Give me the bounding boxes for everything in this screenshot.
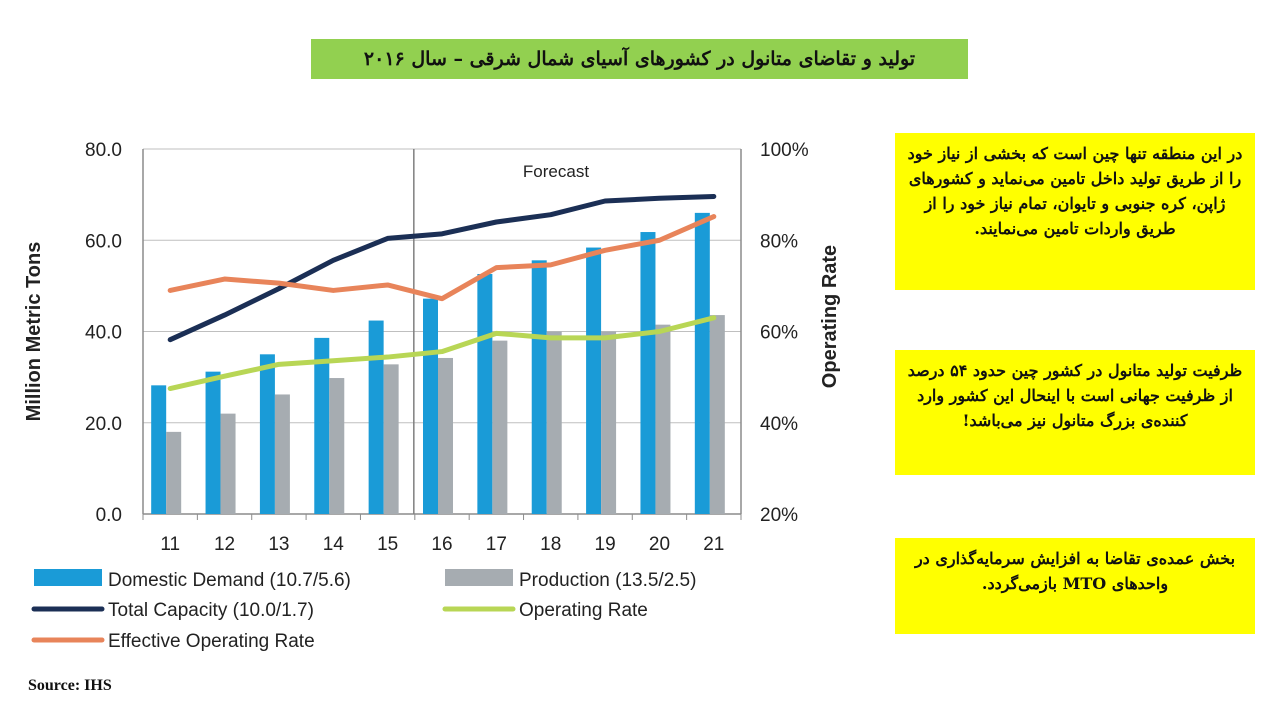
x-tick-label: 13 xyxy=(268,534,289,555)
x-tick-label: 19 xyxy=(595,534,616,555)
total-capacity-line xyxy=(167,193,717,343)
x-tick-label: 11 xyxy=(160,534,180,555)
domestic-demand-bar xyxy=(423,298,438,514)
x-tick-label: 14 xyxy=(323,534,345,555)
methanol-chart: 0.0 20.0 40.0 60.0 80.0 20% 40% 60% 80% 100% Milli… xyxy=(23,140,841,652)
legend-label: Effective Operating Rate xyxy=(108,631,315,652)
y-left-tick-label: 0.0 xyxy=(96,505,122,526)
domestic-demand-bar xyxy=(151,385,167,514)
legend-label: Total Capacity (10.0/1.7) xyxy=(108,600,314,621)
production-bar xyxy=(655,324,671,514)
forecast-label: Forecast xyxy=(523,162,589,181)
y-right-tick-label: 60% xyxy=(760,323,798,344)
y-left-tick-label: 60.0 xyxy=(85,231,122,252)
y-left-tick-label: 20.0 xyxy=(85,414,122,435)
domestic-demand-bar xyxy=(205,371,221,514)
production-bar xyxy=(220,413,236,514)
production-bar xyxy=(438,357,453,514)
page-title: تولید و تقاضای متانول در کشورهای آسیای ش… xyxy=(363,48,916,70)
x-tick-label: 17 xyxy=(486,534,507,555)
x-tick-label: 12 xyxy=(214,534,235,555)
y-left-tick-label: 80.0 xyxy=(85,140,122,161)
production-bar xyxy=(601,331,617,514)
domestic-demand-bar xyxy=(477,274,493,514)
production-bar xyxy=(166,431,182,514)
y-right-tick-label: 20% xyxy=(760,505,798,526)
x-tick-label: 16 xyxy=(431,534,452,555)
note-box-china-capacity: ظرفیت تولید متانول در کشور چین حدود ۵۴ د… xyxy=(895,350,1255,475)
note-box-mto-demand: بخش عمده‌ی تقاضا به افزایش سرمایه‌گذاری … xyxy=(895,538,1255,634)
production-bar xyxy=(383,364,399,514)
production-bar xyxy=(274,394,290,514)
x-tick-label: 20 xyxy=(649,534,670,555)
y-left-tick-label: 40.0 xyxy=(85,323,122,344)
domestic-demand-bar xyxy=(694,212,710,514)
note-text: ظرفیت تولید متانول در کشور چین حدود ۵۴ د… xyxy=(907,361,1243,430)
x-tick-label: 18 xyxy=(540,534,561,555)
domestic-demand-bar xyxy=(640,232,656,514)
effective-operating-rate-line xyxy=(167,214,717,302)
source-label: Source: IHS xyxy=(28,677,112,694)
y-right-axis-title: Operating Rate xyxy=(819,245,841,388)
operating-rate-line xyxy=(167,315,717,392)
y-right-tick-label: 40% xyxy=(760,414,798,435)
y-left-axis-title: Million Metric Tons xyxy=(23,242,45,422)
production-bar xyxy=(492,340,508,514)
legend-label: Production (13.5/2.5) xyxy=(519,570,696,591)
legend-swatch-bar xyxy=(34,569,102,586)
domestic-demand-bar xyxy=(314,337,330,514)
domestic-demand-bar xyxy=(259,354,275,514)
note-box-china-supply: در این منطقه تنها چین است که بخشی از نیا… xyxy=(895,133,1255,290)
y-right-tick-label: 100% xyxy=(760,140,809,161)
production-bar xyxy=(709,315,725,514)
title-banner: تولید و تقاضای متانول در کشورهای آسیای ش… xyxy=(311,39,968,79)
domestic-demand-bar xyxy=(531,260,547,514)
note-text: بخش عمده‌ی تقاضا به افزایش سرمایه‌گذاری … xyxy=(914,549,1236,593)
domestic-demand-bar xyxy=(368,320,384,514)
legend-swatch-bar xyxy=(445,569,513,586)
domestic-demand-bar xyxy=(586,247,602,515)
x-tick-label: 15 xyxy=(377,534,398,555)
production-bar xyxy=(329,378,345,514)
y-right-tick-label: 80% xyxy=(760,231,798,252)
legend-label: Operating Rate xyxy=(519,600,648,621)
note-text: در این منطقه تنها چین است که بخشی از نیا… xyxy=(907,144,1243,238)
legend-label: Domestic Demand (10.7/5.6) xyxy=(108,570,351,591)
x-tick-label: 21 xyxy=(703,534,724,555)
production-bar xyxy=(546,331,562,514)
